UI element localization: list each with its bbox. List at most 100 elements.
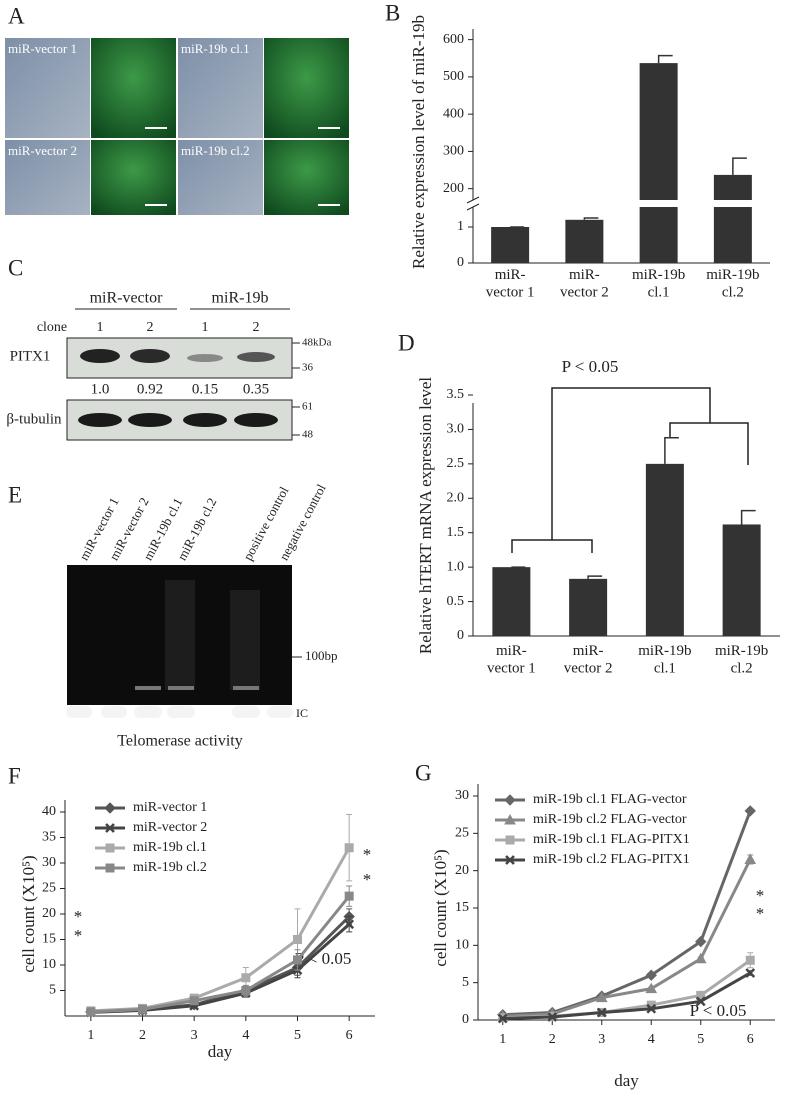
text-line: miR-19b xyxy=(715,643,768,659)
annotation: * xyxy=(74,926,83,945)
legend-marker xyxy=(505,835,515,845)
annotation: * xyxy=(363,870,372,889)
x-tick-label: miR-vector 2 xyxy=(564,643,613,676)
bar xyxy=(722,524,761,636)
data-point xyxy=(293,935,302,944)
bar xyxy=(491,227,530,263)
image-label: miR-vector 2 xyxy=(8,143,77,158)
error-bar xyxy=(664,436,679,464)
y-tick-label: 3.0 xyxy=(447,422,465,437)
legend-label: miR-19b cl.2 xyxy=(133,860,207,875)
x-tick-label: 3 xyxy=(598,1032,605,1047)
x-tick-label: miR-19b cl.2 xyxy=(715,643,768,676)
data-point xyxy=(694,952,707,964)
error-bar xyxy=(732,157,747,175)
annotation: * xyxy=(363,845,372,864)
y-axis-label: cell count (X10⁵) xyxy=(431,849,450,966)
band-ratio: 0.92 xyxy=(137,381,163,397)
y-tick-label: 5 xyxy=(49,983,56,998)
bar xyxy=(713,174,752,263)
legend-marker xyxy=(105,823,115,833)
significance-bracket xyxy=(511,387,749,553)
clone-number: 2 xyxy=(147,320,154,335)
y-tick-label: 15 xyxy=(42,932,56,947)
y-axis-label: Relative expression level of miR-19b xyxy=(409,15,428,269)
y-tick-label: 1 xyxy=(457,219,464,234)
legend-label: miR-vector 1 xyxy=(133,800,207,815)
text-line: miR- xyxy=(495,267,526,283)
legend-marker xyxy=(105,863,115,873)
panel-letter: G xyxy=(415,760,432,785)
y-tick-label: 200 xyxy=(443,181,464,196)
size-marker: 48 xyxy=(302,429,314,441)
panel-letter: C xyxy=(8,255,23,280)
size-marker: 100bp xyxy=(305,648,338,663)
size-marker: 36 xyxy=(302,362,314,374)
data-point xyxy=(138,1004,147,1014)
size-marker: 61 xyxy=(302,401,313,413)
text-line: vector 1 xyxy=(487,661,536,677)
data-point xyxy=(547,1012,558,1022)
y-tick-label: 1.5 xyxy=(447,525,465,540)
data-point xyxy=(695,935,707,948)
x-tick-label: miR-vector 1 xyxy=(487,643,536,676)
y-tick-label: 15 xyxy=(455,900,469,915)
y-tick-label: 10 xyxy=(42,957,56,972)
x-tick-label: 4 xyxy=(648,1032,655,1047)
error-bar xyxy=(587,575,603,579)
text-line: cl.1 xyxy=(654,661,676,677)
annotation: P < 0.05 xyxy=(295,949,352,968)
legend-marker xyxy=(504,813,516,825)
legend-label: miR-19b cl.2 FLAG-PITX1 xyxy=(533,852,690,867)
y-tick-label: 0 xyxy=(457,628,464,643)
x-tick-label: miR-19b cl.2 xyxy=(706,267,759,300)
band-ratio: 0.15 xyxy=(192,381,218,397)
y-tick-label: 40 xyxy=(42,804,56,819)
x-tick-label: 1 xyxy=(87,1028,94,1043)
data-point xyxy=(744,853,757,864)
legend-label: miR-19b cl.2 FLAG-vector xyxy=(533,812,687,827)
clone-number: 2 xyxy=(253,320,260,335)
legend-marker xyxy=(505,855,515,865)
y-tick-label: 25 xyxy=(455,826,469,841)
data-point xyxy=(293,955,302,965)
y-tick-label: 0.5 xyxy=(447,594,465,609)
y-tick-label: 5 xyxy=(462,975,469,990)
panel-letter: B xyxy=(385,0,400,25)
data-point xyxy=(497,1013,508,1024)
data-point xyxy=(86,1007,96,1017)
y-tick-label: 500 xyxy=(443,69,464,84)
x-tick-label: 3 xyxy=(191,1028,198,1043)
annotation: * xyxy=(756,904,765,923)
data-point xyxy=(645,969,657,981)
x-tick-label: 1 xyxy=(499,1032,506,1047)
image-label: miR-19b cl.1 xyxy=(181,41,250,56)
x-tick-label: miR-vector 1 xyxy=(486,267,535,300)
y-tick-label: 30 xyxy=(42,855,56,870)
phase-image xyxy=(5,38,90,138)
panel-letter: D xyxy=(398,330,415,355)
legend-label: miR-19b cl.1 FLAG-PITX1 xyxy=(533,832,690,847)
data-point xyxy=(745,955,755,965)
caption: Telomerase activity xyxy=(117,733,243,750)
data-point xyxy=(344,919,355,930)
series-line xyxy=(90,846,351,1013)
phase-image xyxy=(178,140,263,215)
data-point xyxy=(745,968,756,978)
data-point xyxy=(344,891,354,901)
x-tick-label: miR-19b cl.1 xyxy=(632,267,685,300)
data-point xyxy=(744,805,756,817)
phase-image xyxy=(5,140,90,215)
group-label: miR-19b xyxy=(212,290,269,307)
data-point xyxy=(695,996,706,1007)
y-tick-label: 35 xyxy=(42,830,56,845)
band-ratio: 1.0 xyxy=(91,381,110,397)
text-line: cl.2 xyxy=(731,661,753,677)
text-line: miR-19b xyxy=(638,643,691,659)
error-bar xyxy=(583,217,599,220)
data-point xyxy=(344,843,354,853)
axis-break xyxy=(466,196,480,204)
data-point xyxy=(645,982,658,994)
western-blot xyxy=(66,308,293,441)
bar xyxy=(492,567,531,636)
